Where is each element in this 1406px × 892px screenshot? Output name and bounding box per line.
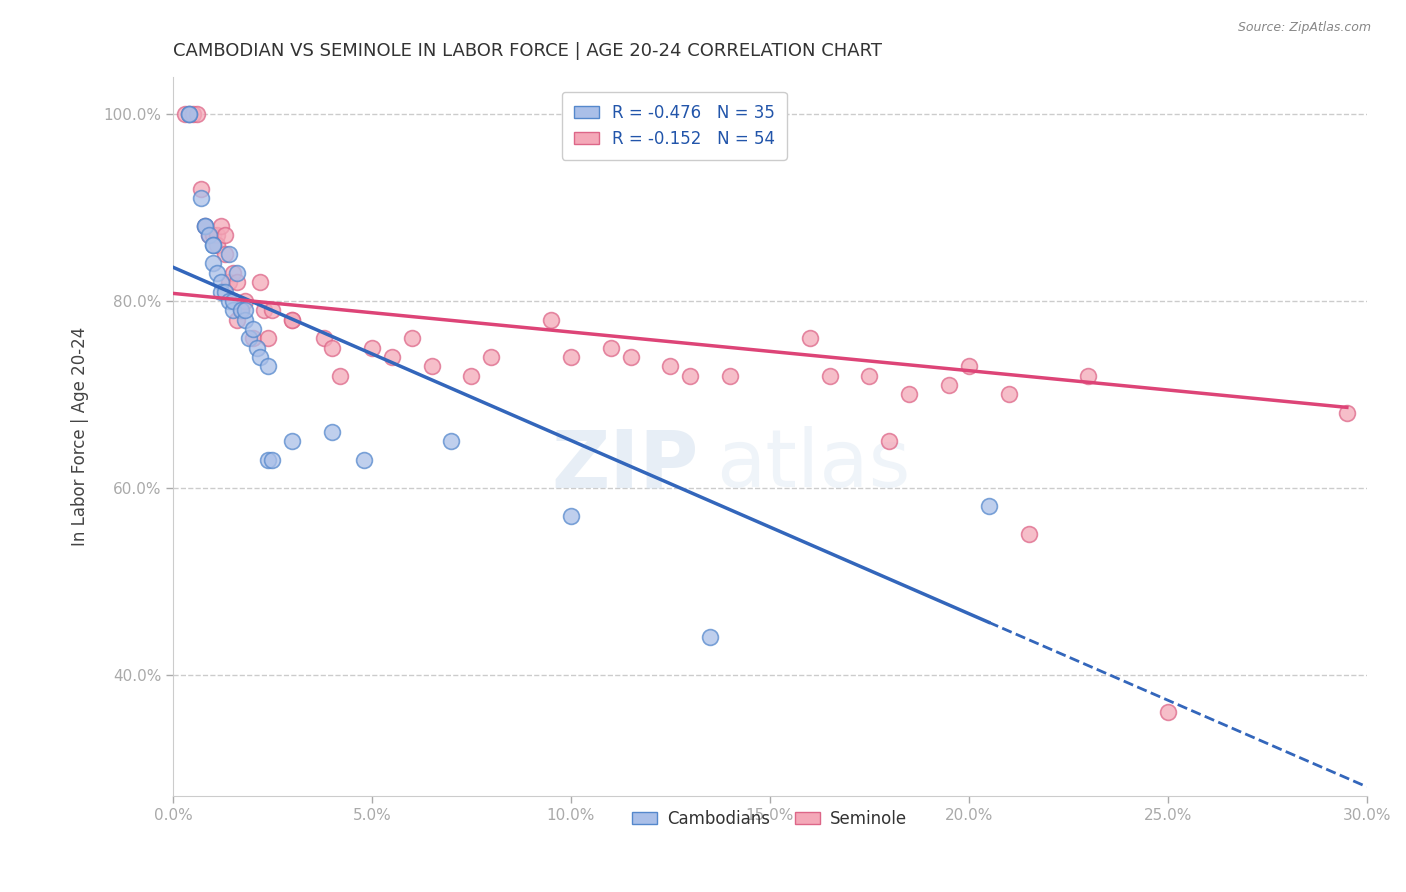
Point: [209, 275, 232, 289]
Point: [205, 228, 228, 243]
Point: [1336, 406, 1358, 420]
Point: [997, 387, 1019, 401]
Point: [262, 452, 284, 467]
Point: [245, 341, 267, 355]
Point: [197, 228, 219, 243]
Point: [194, 219, 217, 233]
Point: [262, 303, 284, 318]
Point: [619, 350, 641, 364]
Point: [560, 508, 582, 523]
Point: [321, 425, 343, 439]
Point: [233, 303, 256, 318]
Point: [205, 237, 228, 252]
Point: [321, 341, 343, 355]
Point: [257, 359, 280, 374]
Point: [1157, 705, 1180, 719]
Point: [257, 452, 280, 467]
Point: [209, 285, 232, 299]
Point: [197, 228, 219, 243]
Point: [218, 275, 240, 289]
Point: [353, 452, 375, 467]
Point: [225, 275, 247, 289]
Text: Source: ZipAtlas.com: Source: ZipAtlas.com: [1237, 21, 1371, 34]
Point: [361, 341, 384, 355]
Point: [401, 331, 423, 345]
Point: [699, 630, 721, 644]
Point: [249, 275, 271, 289]
Point: [214, 228, 236, 243]
Point: [281, 312, 304, 326]
Point: [858, 368, 880, 383]
Point: [209, 219, 232, 233]
Point: [229, 303, 252, 318]
Point: [659, 359, 682, 374]
Point: [718, 368, 741, 383]
Point: [977, 500, 1000, 514]
Point: [460, 368, 482, 383]
Point: [281, 434, 304, 448]
Point: [201, 228, 224, 243]
Point: [560, 350, 582, 364]
Point: [420, 359, 443, 374]
Point: [381, 350, 404, 364]
Point: [214, 285, 236, 299]
Point: [1077, 368, 1099, 383]
Point: [329, 368, 352, 383]
Point: [221, 303, 243, 318]
Point: [1018, 527, 1040, 541]
Point: [938, 378, 960, 392]
Point: [225, 312, 247, 326]
Point: [238, 331, 260, 345]
Point: [233, 312, 256, 326]
Point: [177, 107, 200, 121]
Point: [818, 368, 841, 383]
Legend: Cambodians, Seminole: Cambodians, Seminole: [626, 803, 914, 835]
Point: [225, 266, 247, 280]
Point: [194, 219, 217, 233]
Point: [190, 182, 212, 196]
Point: [221, 293, 243, 308]
Point: [679, 368, 702, 383]
Point: [205, 266, 228, 280]
Text: CAMBODIAN VS SEMINOLE IN LABOR FORCE | AGE 20-24 CORRELATION CHART: CAMBODIAN VS SEMINOLE IN LABOR FORCE | A…: [173, 42, 882, 60]
Point: [599, 341, 621, 355]
Point: [229, 303, 252, 318]
Point: [190, 191, 212, 205]
Point: [214, 247, 236, 261]
Point: [799, 331, 821, 345]
Point: [957, 359, 980, 374]
Point: [233, 293, 256, 308]
Point: [221, 266, 243, 280]
Point: [249, 350, 271, 364]
Point: [173, 107, 195, 121]
Point: [479, 350, 502, 364]
Point: [242, 331, 264, 345]
Point: [242, 322, 264, 336]
Point: [540, 312, 562, 326]
Point: [201, 256, 224, 270]
Point: [181, 107, 204, 121]
Y-axis label: In Labor Force | Age 20-24: In Labor Force | Age 20-24: [72, 326, 89, 546]
Point: [194, 219, 217, 233]
Point: [253, 303, 276, 318]
Point: [440, 434, 463, 448]
Point: [281, 312, 304, 326]
Text: atlas: atlas: [716, 426, 911, 504]
Point: [218, 247, 240, 261]
Point: [257, 331, 280, 345]
Point: [186, 107, 208, 121]
Text: ZIP: ZIP: [551, 426, 699, 504]
Point: [218, 293, 240, 308]
Point: [898, 387, 921, 401]
Point: [177, 107, 200, 121]
Point: [314, 331, 336, 345]
Point: [177, 107, 200, 121]
Point: [201, 237, 224, 252]
Point: [877, 434, 900, 448]
Point: [201, 237, 224, 252]
